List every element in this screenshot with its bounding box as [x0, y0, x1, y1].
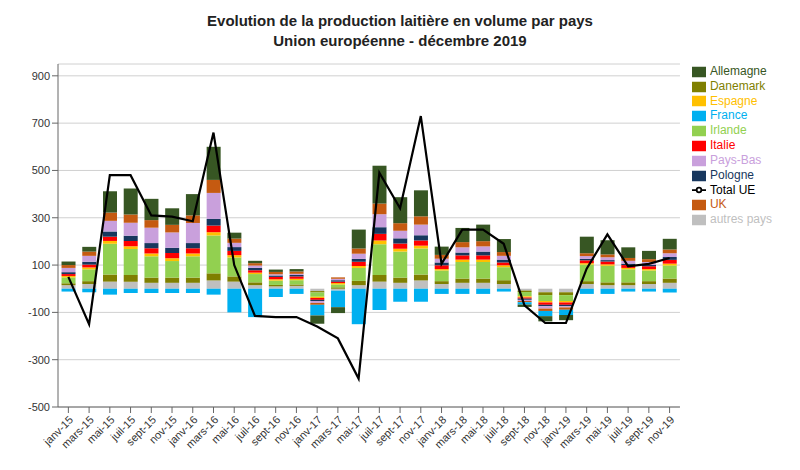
svg-text:mai-15: mai-15 — [84, 413, 117, 446]
svg-text:sept-18: sept-18 — [497, 413, 532, 448]
svg-text:janv-18: janv-18 — [414, 413, 449, 448]
html-text:France: France — [710, 108, 748, 123]
html-text:Allemagne: Allemagne — [710, 64, 767, 78]
html-text:Irlande: Irlande — [710, 123, 747, 138]
html-text:Pays-Bas: Pays-Bas — [710, 153, 762, 167]
svg-text:nov-16: nov-16 — [271, 413, 304, 446]
svg-text:mars-18: mars-18 — [432, 413, 470, 451]
svg-text:sept-17: sept-17 — [372, 413, 407, 448]
html-text:UK: UK — [710, 197, 727, 212]
svg-text:mai-18: mai-18 — [457, 413, 490, 446]
html-text:Pologne: Pologne — [710, 167, 754, 182]
svg-text:sept-19: sept-19 — [621, 413, 656, 448]
svg-text:100: 100 — [32, 259, 50, 271]
svg-text:janv-15: janv-15 — [41, 413, 76, 448]
html-text:Danemark: Danemark — [710, 78, 766, 93]
svg-text:nov-15: nov-15 — [146, 413, 179, 446]
svg-text:mars-19: mars-19 — [556, 413, 594, 451]
svg-text:mai-17: mai-17 — [333, 413, 366, 446]
html-text:autres pays: autres pays — [710, 212, 772, 227]
svg-text:500: 500 — [32, 164, 50, 176]
svg-text:juil-18: juil-18 — [481, 413, 511, 443]
svg-text:-500: -500 — [28, 401, 50, 413]
html-text:Espagne: Espagne — [710, 93, 758, 108]
svg-text:janv-17: janv-17 — [290, 413, 325, 448]
svg-text:nov-17: nov-17 — [395, 413, 428, 446]
svg-text:mai-19: mai-19 — [582, 413, 615, 446]
svg-text:janv-19: janv-19 — [538, 413, 573, 448]
svg-text:900: 900 — [32, 70, 50, 82]
svg-text:sept-16: sept-16 — [248, 413, 283, 448]
svg-text:nov-19: nov-19 — [644, 413, 676, 445]
svg-text:nov-18: nov-18 — [519, 413, 553, 446]
svg-text:300: 300 — [32, 212, 50, 224]
svg-text:juil-16: juil-16 — [232, 413, 262, 443]
svg-text:700: 700 — [32, 117, 50, 129]
html-text:Total UE: Total UE — [710, 182, 756, 197]
svg-text:mai-16: mai-16 — [208, 413, 242, 446]
html-text:Italie: Italie — [710, 138, 736, 153]
svg-text:juil-15: juil-15 — [108, 413, 138, 443]
svg-text:mars-17: mars-17 — [307, 413, 345, 451]
svg-text:mars-15: mars-15 — [59, 413, 96, 451]
svg-text:-100: -100 — [28, 306, 50, 318]
svg-text:janv-16: janv-16 — [165, 413, 200, 448]
svg-text:juil-19: juil-19 — [605, 413, 636, 443]
svg-text:-300: -300 — [28, 354, 50, 366]
html-text:Evolution de la production lai: Evolution de la production laitière en v… — [207, 12, 593, 29]
svg-text:sept-15: sept-15 — [123, 413, 159, 448]
svg-text:juil-17: juil-17 — [357, 413, 387, 443]
svg-text:mars-16: mars-16 — [183, 413, 221, 451]
html-text:Union européenne - décembre 20: Union européenne - décembre 2019 — [273, 32, 527, 49]
